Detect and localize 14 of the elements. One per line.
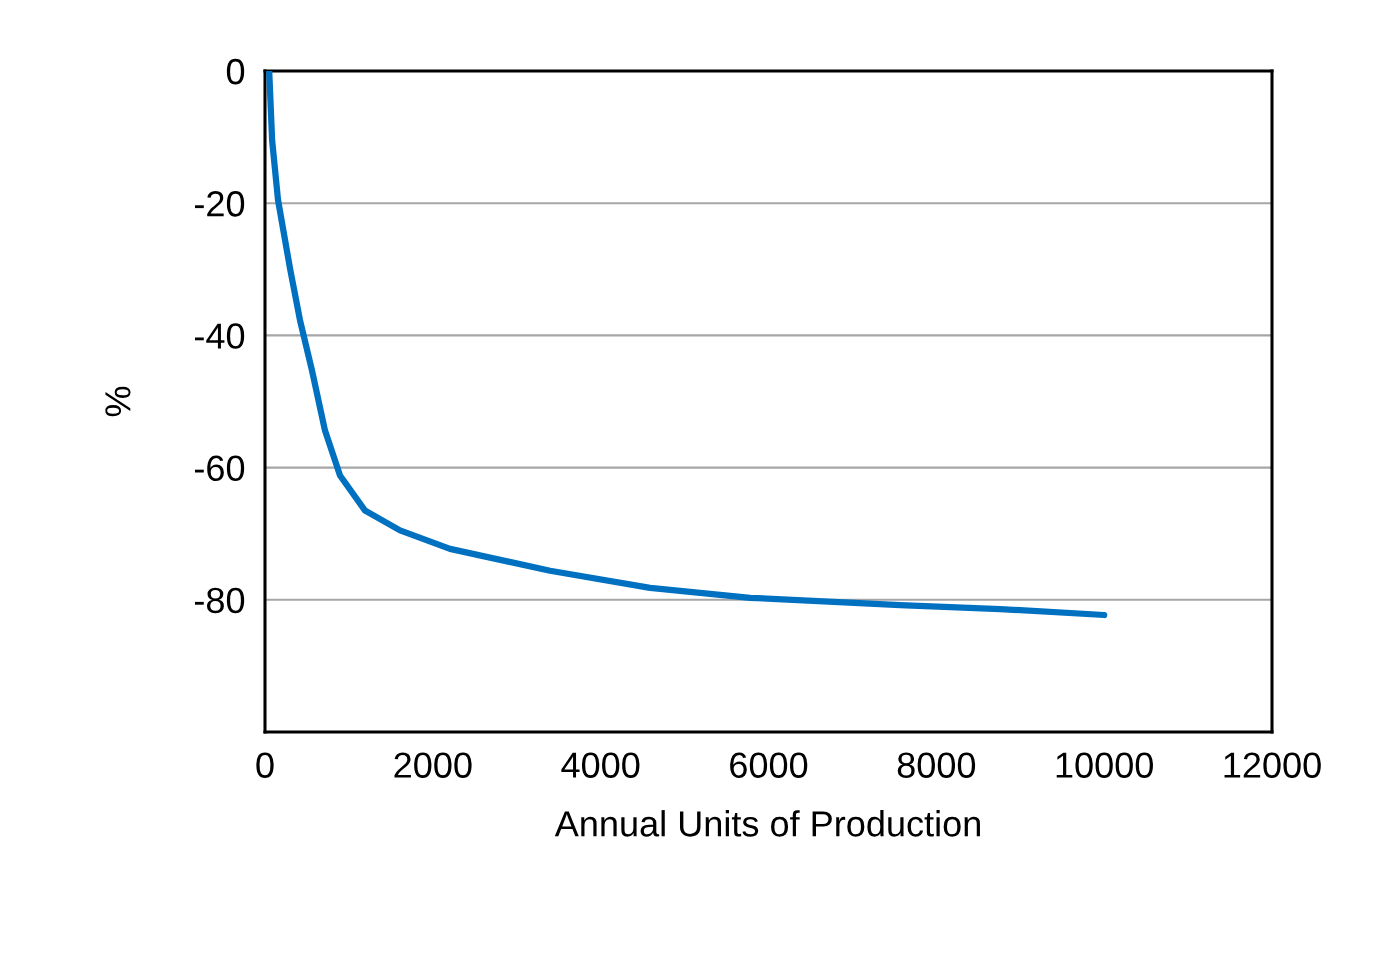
x-tick-label: 2000 [394, 752, 472, 778]
y-tick-label: -60 [194, 455, 245, 482]
x-tick-label: 12000 [1224, 752, 1321, 778]
x-tick-label: 4000 [561, 752, 640, 778]
y-tick-label: -80 [194, 587, 245, 614]
y-axis-title: % [105, 386, 131, 417]
x-tick-label: 10000 [1056, 752, 1153, 778]
x-axis-title: Annual Units of Production [554, 810, 980, 837]
y-tick-label: -20 [194, 191, 245, 217]
x-tick-label: 0 [256, 752, 274, 778]
x-tick-label: 8000 [897, 752, 976, 778]
x-tick-label: 6000 [730, 752, 808, 778]
y-tick-label: -40 [194, 323, 245, 349]
y-tick-label: 0 [226, 58, 245, 85]
